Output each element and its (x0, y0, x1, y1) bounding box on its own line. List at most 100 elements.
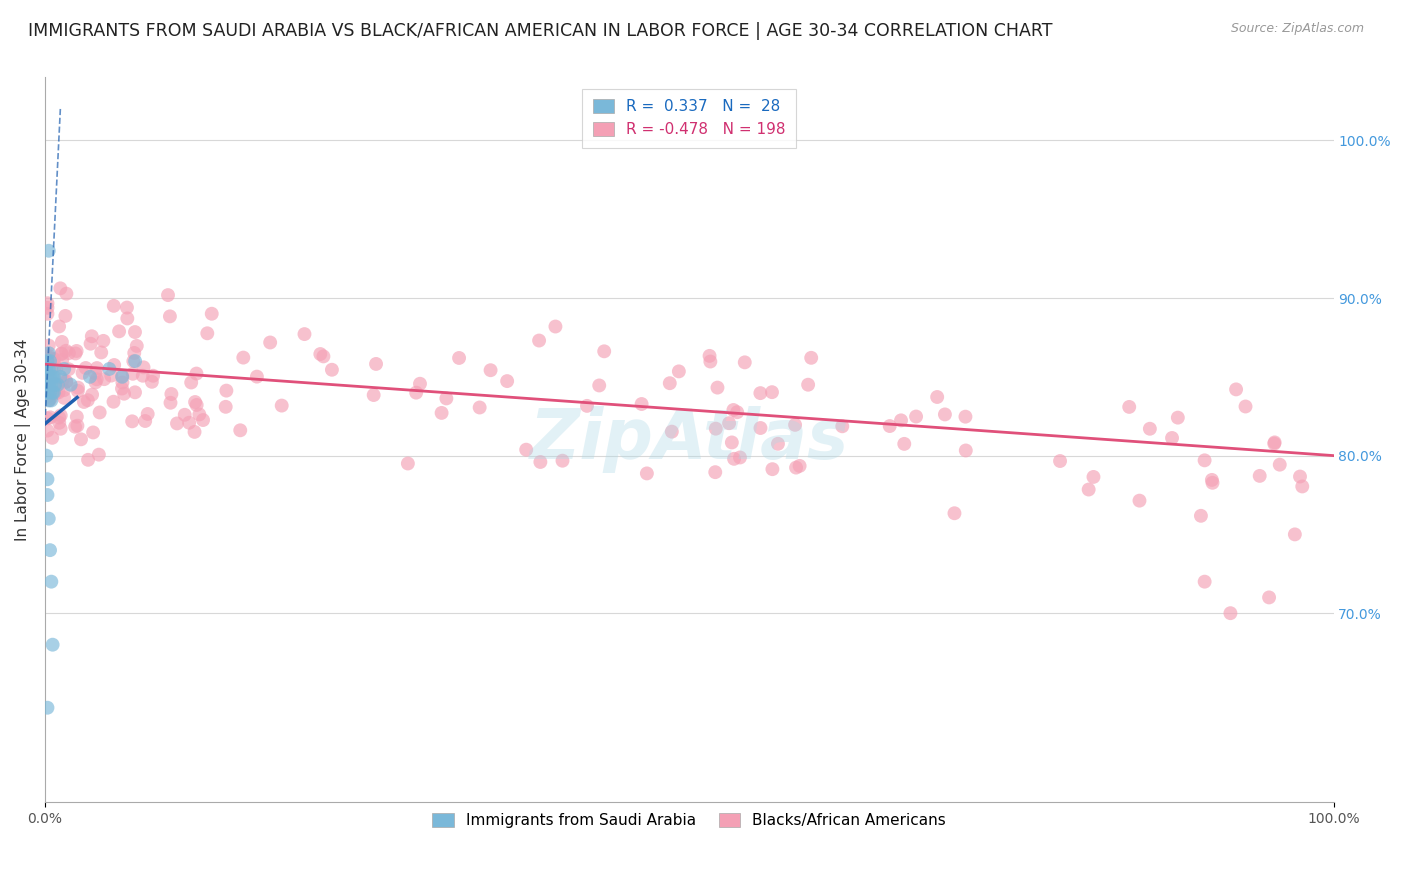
Point (132, 368, 155, 383)
Point (668, 364, 690, 378)
Point (84, 376, 107, 390)
Point (229, 423, 252, 437)
Point (38, 377, 60, 392)
Point (38, 351, 60, 366)
Point (45, 386, 67, 401)
Point (434, 392, 457, 406)
Point (1049, 454, 1071, 468)
Point (111, 369, 134, 384)
Point (65, 343, 87, 358)
Point (1083, 470, 1105, 484)
Point (309, 347, 332, 361)
Point (575, 399, 598, 413)
Point (122, 346, 145, 360)
Point (1139, 422, 1161, 436)
Point (37, 307, 59, 321)
Point (46, 377, 69, 392)
Point (41, 362, 63, 376)
Point (79, 369, 101, 384)
Point (53, 383, 76, 397)
Point (1161, 431, 1184, 445)
Point (1264, 435, 1286, 450)
Point (41, 369, 63, 384)
Point (955, 409, 977, 424)
Point (37, 472, 59, 486)
Point (934, 408, 956, 422)
Point (136, 407, 159, 421)
Point (76, 393, 98, 408)
Point (124, 325, 146, 339)
Point (943, 506, 966, 520)
Point (37, 301, 59, 315)
Point (38, 338, 60, 352)
Point (35, 362, 58, 376)
Point (79, 336, 101, 351)
Point (186, 398, 208, 412)
Point (37, 424, 59, 438)
Point (87, 448, 110, 462)
Point (186, 367, 208, 381)
Point (761, 462, 783, 476)
Point (588, 378, 610, 392)
Point (132, 360, 155, 375)
Point (142, 368, 165, 383)
Point (468, 401, 491, 415)
Point (718, 416, 741, 430)
Point (44, 377, 66, 392)
Point (49, 422, 72, 436)
Point (39, 354, 62, 368)
Point (1077, 483, 1099, 497)
Point (1249, 469, 1271, 483)
Point (515, 442, 537, 457)
Point (141, 375, 163, 389)
Point (55, 343, 77, 358)
Point (1128, 493, 1150, 508)
Point (1258, 591, 1281, 605)
Point (63, 419, 86, 434)
Point (409, 376, 432, 391)
Point (77, 452, 100, 467)
Point (479, 363, 502, 377)
Point (544, 319, 567, 334)
Text: ZipAtlas: ZipAtlas (530, 407, 849, 474)
Point (38, 346, 60, 360)
Point (38, 377, 60, 392)
Point (321, 363, 343, 377)
Point (93, 372, 115, 386)
Point (396, 457, 419, 471)
Point (215, 400, 238, 414)
Point (749, 421, 772, 435)
Point (893, 437, 915, 451)
Point (51, 346, 73, 360)
Point (112, 386, 135, 401)
Point (44, 377, 66, 392)
Text: Source: ZipAtlas.com: Source: ZipAtlas.com (1230, 22, 1364, 36)
Point (121, 367, 143, 381)
Point (39, 543, 62, 558)
Point (723, 403, 745, 417)
Point (166, 417, 188, 431)
Point (183, 425, 205, 439)
Point (66, 381, 89, 395)
Point (630, 397, 652, 411)
Point (201, 307, 224, 321)
Point (70, 433, 93, 447)
Point (704, 465, 727, 479)
Point (294, 327, 316, 342)
Point (699, 354, 721, 368)
Point (232, 351, 254, 365)
Point (159, 396, 181, 410)
Point (879, 419, 901, 434)
Point (93, 334, 115, 348)
Point (636, 467, 658, 481)
Point (35, 449, 58, 463)
Point (37, 389, 59, 403)
Point (48, 410, 70, 425)
Point (41, 431, 63, 445)
Point (259, 335, 281, 350)
Point (42, 385, 65, 400)
Point (38, 244, 60, 258)
Point (48, 319, 70, 334)
Point (41, 638, 63, 652)
Point (1194, 453, 1216, 467)
